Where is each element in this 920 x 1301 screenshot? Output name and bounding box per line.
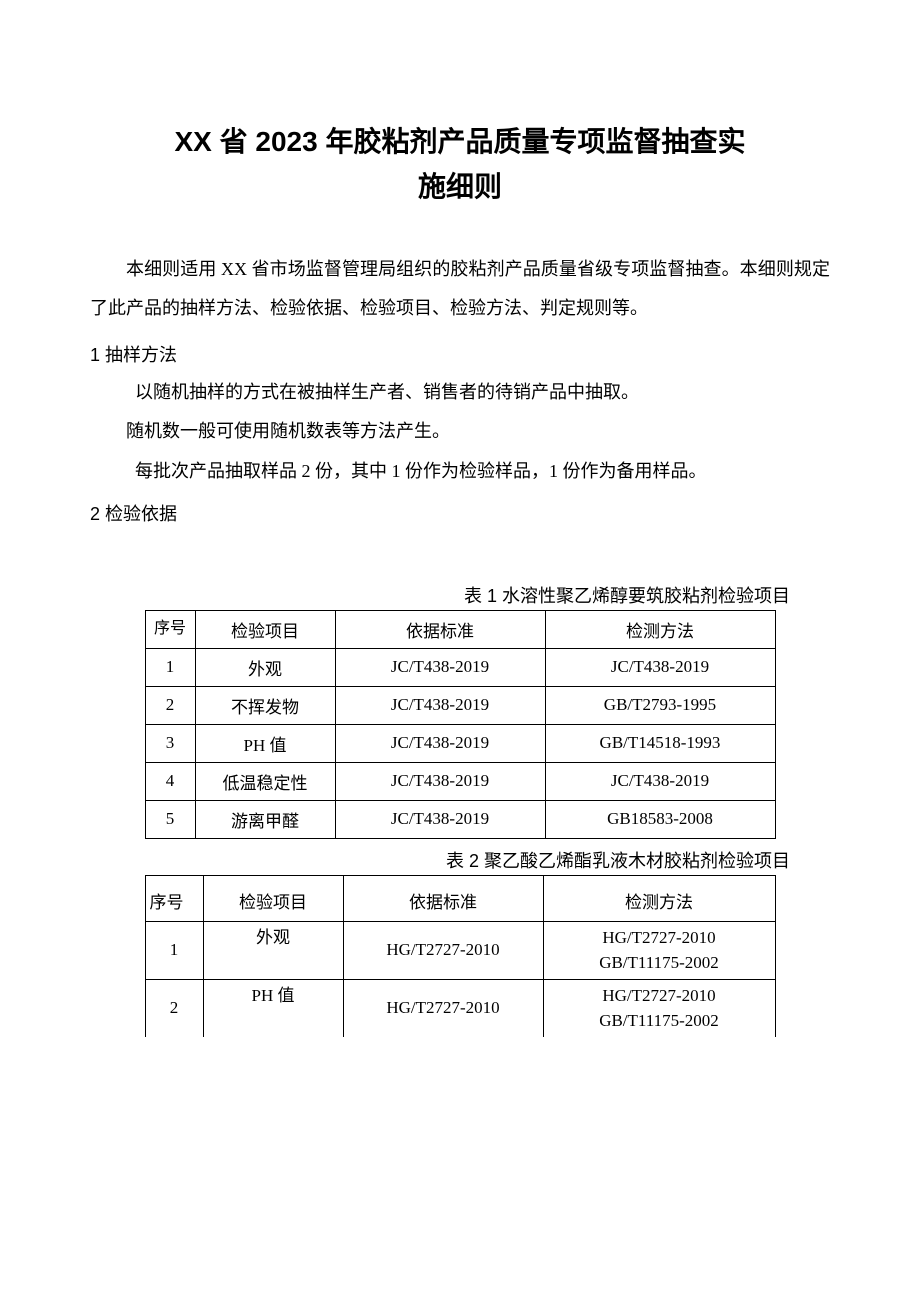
section-1-p1: 以随机抽样的方式在被抽样生产者、销售者的待销产品中抽取。: [90, 373, 830, 413]
table-2: 序号 检验项目 依据标准 检测方法 1 外观 HG/T2727-2010 HG/…: [145, 875, 776, 1037]
table-2-header-basis: 依据标准: [343, 875, 543, 921]
method-line-2: GB/T11175-2002: [599, 1011, 719, 1030]
table-2-header-item: 检验项目: [203, 875, 343, 921]
table-row: 5 游离甲醛 JC/T438-2019 GB18583-2008: [145, 800, 775, 838]
table-2-cell: 2: [145, 979, 203, 1037]
table-row: 3 PH 值 JC/T438-2019 GB/T14518-1993: [145, 724, 775, 762]
table-row: 4 低温稳定性 JC/T438-2019 JC/T438-2019: [145, 762, 775, 800]
table-2-cell: HG/T2727-2010 GB/T11175-2002: [543, 921, 775, 979]
table-1-header-item: 检验项目: [195, 610, 335, 648]
method-line-2: GB/T11175-2002: [599, 953, 719, 972]
table-1-cell: GB18583-2008: [545, 800, 775, 838]
title-line-1: XX 省 2023 年胶粘剂产品质量专项监督抽查实: [175, 126, 746, 157]
intro-paragraph: 本细则适用 XX 省市场监督管理局组织的胶粘剂产品质量省级专项监督抽查。本细则规…: [90, 250, 830, 329]
table-2-cell: HG/T2727-2010: [343, 979, 543, 1037]
table-2-cell: 1: [145, 921, 203, 979]
table-1-cell: 低温稳定性: [195, 762, 335, 800]
table-1-cell: JC/T438-2019: [335, 800, 545, 838]
table-2-header-method: 检测方法: [543, 875, 775, 921]
table-1-cell: 外观: [195, 648, 335, 686]
table-1-cell: JC/T438-2019: [545, 762, 775, 800]
table-1-header-seq: 序号: [145, 610, 195, 648]
table-1-cell: PH 值: [195, 724, 335, 762]
title-line-2: 施细则: [418, 171, 502, 202]
table-1-cell: 1: [145, 648, 195, 686]
section-1-heading: 1 抽样方法: [90, 337, 830, 373]
table-1-cell: 4: [145, 762, 195, 800]
section-2-heading: 2 检验依据: [90, 496, 830, 532]
table-1-cell: JC/T438-2019: [545, 648, 775, 686]
table-1-cell: JC/T438-2019: [335, 762, 545, 800]
table-1-header-row: 序号 检验项目 依据标准 检测方法: [145, 610, 775, 648]
table-row: 2 不挥发物 JC/T438-2019 GB/T2793-1995: [145, 686, 775, 724]
table-1-cell: 不挥发物: [195, 686, 335, 724]
table-1-cell: 游离甲醛: [195, 800, 335, 838]
table-2-cell: 外观: [203, 921, 343, 979]
table-1-cell: JC/T438-2019: [335, 648, 545, 686]
table-1-caption: 表 1 水溶性聚乙烯醇要筑胶粘剂检验项目: [90, 582, 830, 608]
table-1: 序号 检验项目 依据标准 检测方法 1 外观 JC/T438-2019 JC/T…: [145, 610, 776, 839]
document-title: XX 省 2023 年胶粘剂产品质量专项监督抽查实 施细则: [90, 120, 830, 210]
method-line-1: HG/T2727-2010: [602, 928, 715, 947]
table-row: 2 PH 值 HG/T2727-2010 HG/T2727-2010 GB/T1…: [145, 979, 775, 1037]
table-2-cell: PH 值: [203, 979, 343, 1037]
table-2-cell: HG/T2727-2010 GB/T11175-2002: [543, 979, 775, 1037]
table-row: 1 外观 HG/T2727-2010 HG/T2727-2010 GB/T111…: [145, 921, 775, 979]
table-1-cell: GB/T14518-1993: [545, 724, 775, 762]
table-2-caption: 表 2 聚乙酸乙烯酯乳液木材胶粘剂检验项目: [90, 847, 830, 873]
table-2-cell: HG/T2727-2010: [343, 921, 543, 979]
table-1-cell: 3: [145, 724, 195, 762]
table-1-cell: 5: [145, 800, 195, 838]
table-1-cell: JC/T438-2019: [335, 724, 545, 762]
table-1-header-basis: 依据标准: [335, 610, 545, 648]
table-1-cell: 2: [145, 686, 195, 724]
table-row: 1 外观 JC/T438-2019 JC/T438-2019: [145, 648, 775, 686]
section-1-p3: 每批次产品抽取样品 2 份，其中 1 份作为检验样品，1 份作为备用样品。: [90, 452, 830, 492]
method-line-1: HG/T2727-2010: [602, 986, 715, 1005]
table-1-header-method: 检测方法: [545, 610, 775, 648]
table-2-header-row: 序号 检验项目 依据标准 检测方法: [145, 875, 775, 921]
section-1-p2: 随机数一般可使用随机数表等方法产生。: [90, 412, 830, 452]
table-2-header-seq: 序号: [145, 875, 203, 921]
table-1-cell: JC/T438-2019: [335, 686, 545, 724]
table-1-cell: GB/T2793-1995: [545, 686, 775, 724]
